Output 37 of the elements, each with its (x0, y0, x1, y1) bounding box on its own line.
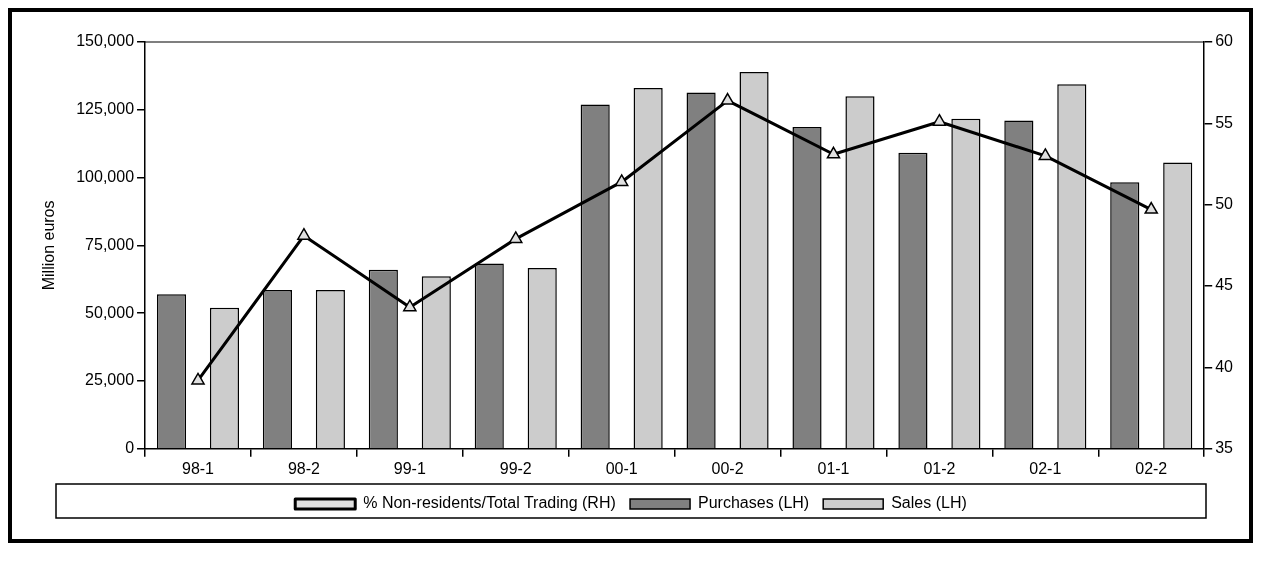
legend-label: Purchases (LH) (698, 494, 810, 512)
point (1038, 148, 1053, 161)
x-tick-label: 02-1 (1029, 459, 1062, 477)
x-tick-label: 02-2 (1135, 459, 1168, 477)
x-tick-label: 01-2 (923, 459, 956, 477)
point (614, 174, 629, 187)
point (826, 146, 841, 159)
point (932, 113, 947, 126)
point (508, 231, 523, 244)
y2-tick-label: 55 (1215, 113, 1234, 131)
legend-label: Sales (LH) (891, 494, 967, 512)
y2-tick-label: 35 (1215, 439, 1234, 457)
y-tick-label: 75,000 (85, 235, 135, 253)
y2-tick-label: 50 (1215, 195, 1234, 213)
x-tick-label: 00-2 (711, 459, 744, 477)
y-tick-label: 25,000 (85, 371, 135, 389)
point (191, 372, 205, 385)
x-tick-label: 98-1 (181, 459, 215, 477)
x-tick-label: 00-1 (605, 459, 638, 477)
y-tick-label: 100,000 (76, 168, 135, 186)
legend-label: % Non-residents/Total Trading (RH) (363, 494, 616, 512)
point (297, 227, 311, 240)
y2-tick-label: 60 (1215, 32, 1234, 50)
point (403, 299, 417, 312)
y-axis-title: Million euros (40, 200, 58, 291)
x-tick-label: 01-1 (817, 459, 850, 477)
y2-tick-label: 40 (1215, 357, 1234, 375)
y-tick-label: 0 (125, 439, 135, 457)
x-tick-label: 99-1 (393, 459, 426, 477)
x-tick-label: 99-2 (499, 459, 532, 477)
x-tick-label: 98-2 (287, 459, 321, 477)
point (720, 92, 735, 105)
y-tick-label: 125,000 (76, 100, 135, 118)
y-tick-label: 150,000 (76, 32, 135, 50)
y2-tick-label: 45 (1215, 276, 1234, 294)
point (1144, 201, 1159, 214)
y-tick-label: 50,000 (85, 303, 135, 321)
